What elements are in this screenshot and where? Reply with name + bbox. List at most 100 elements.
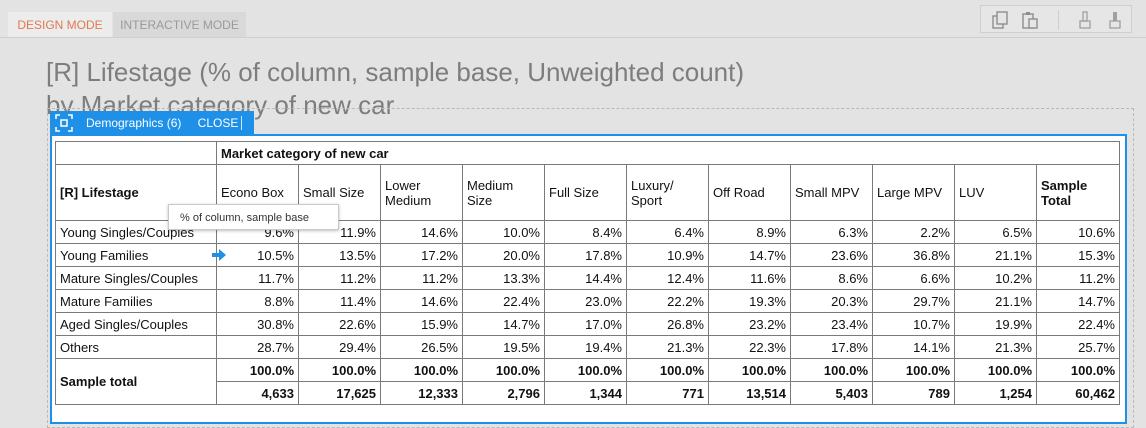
brush-outline-icon[interactable]: [1075, 10, 1095, 30]
total-count-cell: 12,333: [380, 381, 463, 405]
column-header: Luxury/ Sport: [626, 164, 709, 221]
table-cell[interactable]: 11.6%: [708, 266, 791, 290]
table-row: Young Families 10.5% 13.5% 17.2% 20.0% 17.8% 1…: [55, 243, 1120, 267]
table-cell[interactable]: 2.2%: [872, 220, 955, 244]
table-cell[interactable]: 20.3%: [790, 289, 873, 313]
selection-tab: Demographics (6) CLOSE: [50, 111, 254, 135]
tab-design-mode[interactable]: DESIGN MODE: [8, 12, 112, 38]
banner-header: Market category of new car: [216, 141, 1120, 165]
column-header: LUV: [954, 164, 1037, 221]
table-cell[interactable]: 28.7%: [216, 335, 299, 359]
total-count-cell: 771: [626, 381, 709, 405]
table-cell[interactable]: 11.2%: [1036, 266, 1120, 290]
table-cell[interactable]: 22.4%: [1036, 312, 1120, 336]
toolbar: [980, 5, 1132, 33]
table-cell[interactable]: 8.8%: [216, 289, 299, 313]
table-cell[interactable]: 10.9%: [626, 243, 709, 267]
table-cell[interactable]: 25.7%: [1036, 335, 1120, 359]
row-label: Others: [55, 335, 217, 359]
total-percent-cell: 100.0%: [790, 358, 873, 382]
total-count-cell: 4,633: [216, 381, 299, 405]
toolbar-divider: [1058, 10, 1059, 30]
table-cell[interactable]: 14.7%: [1036, 289, 1120, 313]
table-cell[interactable]: 23.4%: [790, 312, 873, 336]
table-cell[interactable]: 21.3%: [626, 335, 709, 359]
table-cell[interactable]: 6.6%: [872, 266, 955, 290]
table-cell[interactable]: 15.9%: [380, 312, 463, 336]
table-cell[interactable]: 23.0%: [544, 289, 627, 313]
table-cell[interactable]: 10.0%: [462, 220, 545, 244]
table-cell[interactable]: 21.1%: [954, 289, 1037, 313]
table-cell[interactable]: 6.5%: [954, 220, 1037, 244]
table-cell[interactable]: 6.3%: [790, 220, 873, 244]
table-cell[interactable]: 14.4%: [544, 266, 627, 290]
table-cell[interactable]: 14.6%: [380, 220, 463, 244]
table-cell[interactable]: 19.3%: [708, 289, 791, 313]
table-cell[interactable]: 13.3%: [462, 266, 545, 290]
close-button[interactable]: CLOSE: [197, 116, 239, 130]
table-cell[interactable]: 30.8%: [216, 312, 299, 336]
corner-cell: [55, 141, 217, 165]
table-cell[interactable]: 23.6%: [790, 243, 873, 267]
copy-icon[interactable]: [990, 10, 1010, 30]
table-cell[interactable]: 20.0%: [462, 243, 545, 267]
table-cell[interactable]: 17.8%: [544, 243, 627, 267]
table-cell[interactable]: 8.4%: [544, 220, 627, 244]
table-cell[interactable]: 14.6%: [380, 289, 463, 313]
table-cell[interactable]: 19.9%: [954, 312, 1037, 336]
table-cell[interactable]: 12.4%: [626, 266, 709, 290]
table-cell[interactable]: 22.6%: [298, 312, 381, 336]
total-percent-cell: 100.0%: [298, 358, 381, 382]
table-cell[interactable]: 10.5%: [216, 243, 299, 267]
table-cell[interactable]: 11.7%: [216, 266, 299, 290]
cell-tooltip: % of column, sample base: [168, 204, 339, 230]
table-cell[interactable]: 29.4%: [298, 335, 381, 359]
crosstab-table: Market category of new car [R] Lifestage…: [55, 141, 1120, 405]
tab-interactive-mode[interactable]: INTERACTIVE MODE: [113, 12, 246, 38]
paste-icon[interactable]: [1020, 10, 1040, 30]
table-row: Aged Singles/Couples 30.8% 22.6% 15.9% 14.7%…: [55, 312, 1120, 336]
table-cell[interactable]: 6.4%: [626, 220, 709, 244]
table-cell[interactable]: 17.8%: [790, 335, 873, 359]
table-cell[interactable]: 14.1%: [872, 335, 955, 359]
brush-filled-icon[interactable]: [1105, 10, 1125, 30]
column-header: Sample Total: [1036, 164, 1120, 221]
table-cell[interactable]: 26.8%: [626, 312, 709, 336]
table-cell[interactable]: 8.6%: [790, 266, 873, 290]
table-cell[interactable]: 15.3%: [1036, 243, 1120, 267]
table-cell[interactable]: 11.4%: [298, 289, 381, 313]
table-cell[interactable]: 29.7%: [872, 289, 955, 313]
total-percent-cell: 100.0%: [380, 358, 463, 382]
table-cell[interactable]: 22.4%: [462, 289, 545, 313]
table-cell[interactable]: 36.8%: [872, 243, 955, 267]
table-cell[interactable]: 21.3%: [954, 335, 1037, 359]
selection-label[interactable]: Demographics (6): [86, 116, 182, 130]
selection-tab-divider: [241, 116, 242, 130]
total-percent-cell: 100.0%: [544, 358, 627, 382]
table-cell[interactable]: 10.6%: [1036, 220, 1120, 244]
row-label: Mature Singles/Couples: [55, 266, 217, 290]
table-cell[interactable]: 8.9%: [708, 220, 791, 244]
column-header: Medium Size: [462, 164, 545, 221]
table-cell[interactable]: 19.5%: [462, 335, 545, 359]
divider: [0, 37, 1146, 38]
table-cell[interactable]: 19.4%: [544, 335, 627, 359]
table-cell[interactable]: 10.7%: [872, 312, 955, 336]
total-count-cell: 60,462: [1036, 381, 1120, 405]
table-cell[interactable]: 21.1%: [954, 243, 1037, 267]
table-cell[interactable]: 14.7%: [462, 312, 545, 336]
table-cell[interactable]: 14.7%: [708, 243, 791, 267]
table-cell[interactable]: 10.2%: [954, 266, 1037, 290]
table-cell[interactable]: 23.2%: [708, 312, 791, 336]
table-cell[interactable]: 17.2%: [380, 243, 463, 267]
table-cell[interactable]: 11.2%: [380, 266, 463, 290]
column-header: Lower Medium: [380, 164, 463, 221]
table-cell[interactable]: 11.2%: [298, 266, 381, 290]
table-cell[interactable]: 26.5%: [380, 335, 463, 359]
table-cell[interactable]: 13.5%: [298, 243, 381, 267]
selection-icon[interactable]: [54, 113, 74, 133]
total-percent-cell: 100.0%: [462, 358, 545, 382]
table-cell[interactable]: 22.2%: [626, 289, 709, 313]
table-cell[interactable]: 17.0%: [544, 312, 627, 336]
table-cell[interactable]: 22.3%: [708, 335, 791, 359]
